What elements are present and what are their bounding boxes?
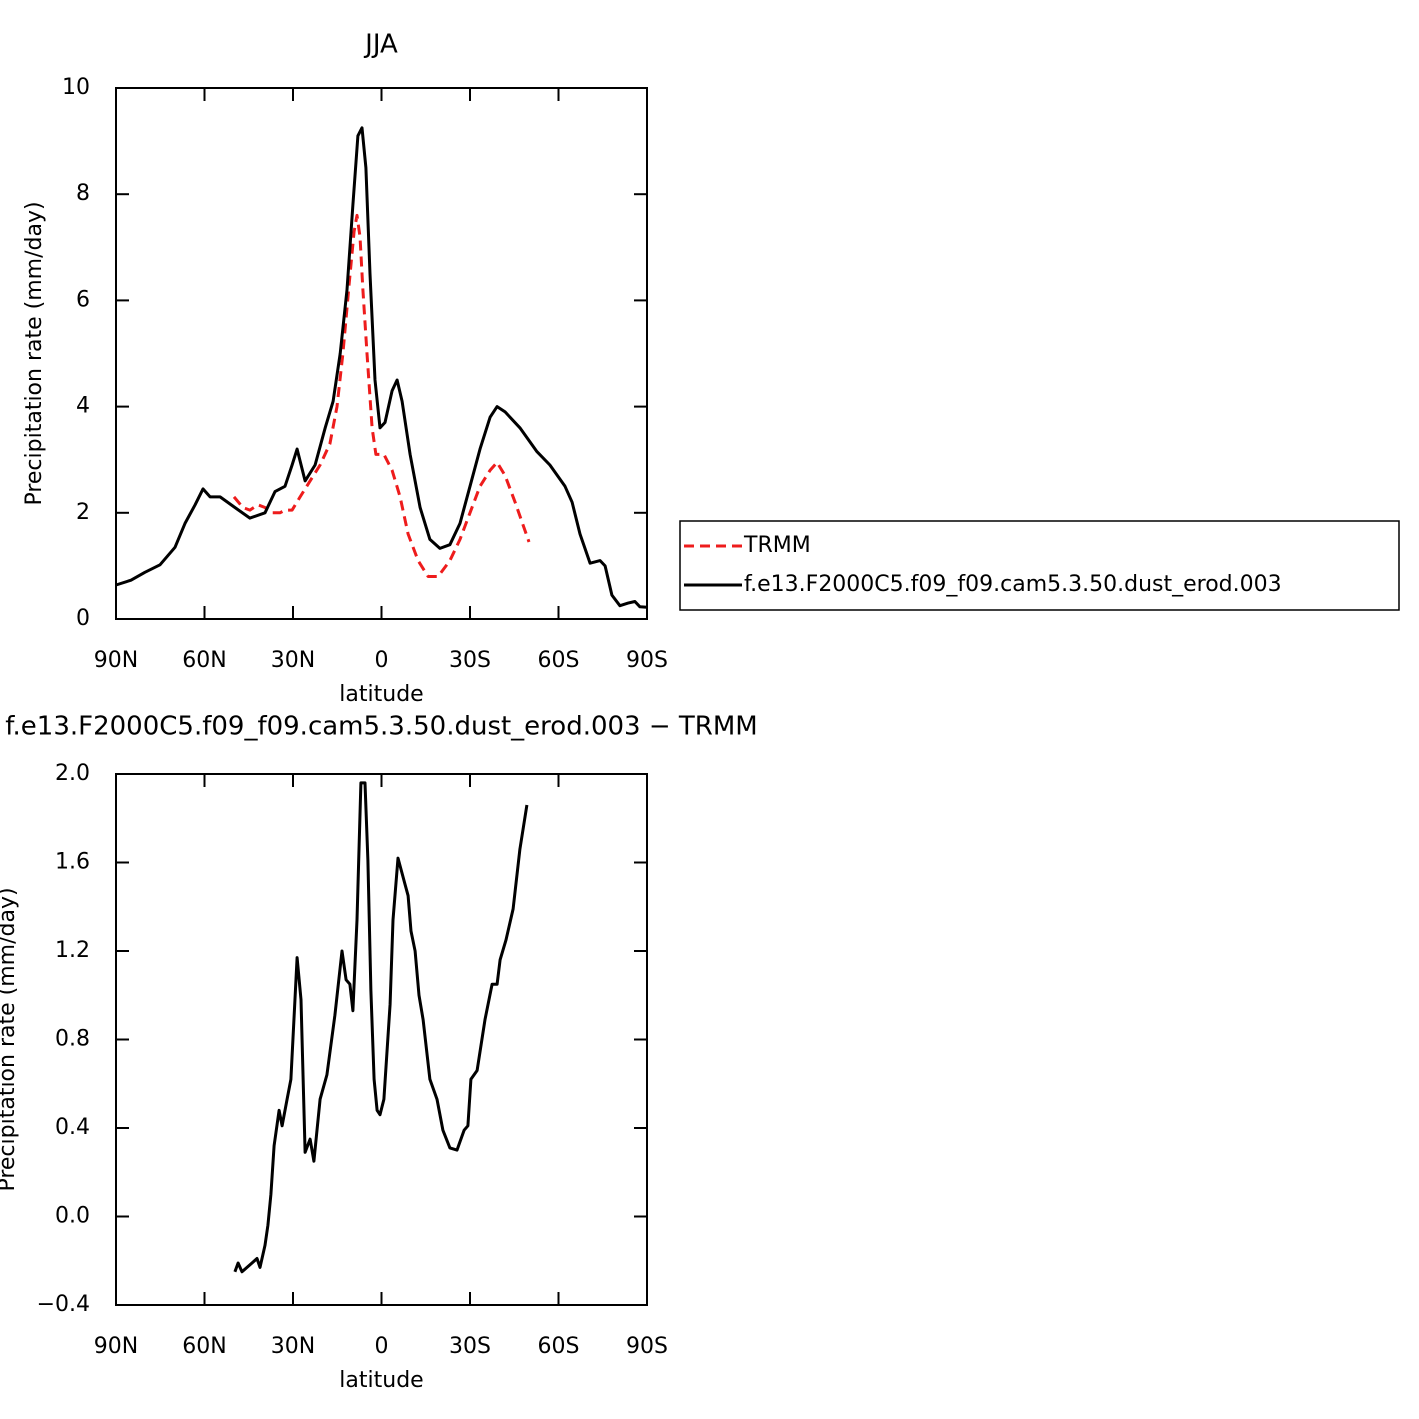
x-tick-label: 90N	[94, 648, 138, 673]
x-tick-label: 30S	[449, 1334, 491, 1359]
y-tick-label: 4	[76, 394, 90, 419]
legend-label: f.e13.F2000C5.f09_f09.cam5.3.50.dust_ero…	[744, 572, 1282, 597]
x-axis-label: latitude	[339, 1368, 423, 1393]
x-tick-label: 90S	[626, 648, 668, 673]
x-tick-label: 0	[375, 648, 389, 673]
y-tick-label: 10	[62, 75, 90, 100]
chart-title: f.e13.F2000C5.f09_f09.cam5.3.50.dust_ero…	[5, 712, 757, 742]
x-tick-label: 0	[375, 1334, 389, 1359]
legend-label: TRMM	[743, 533, 811, 558]
y-tick-label: 2	[76, 500, 90, 525]
x-tick-label: 60S	[538, 1334, 580, 1359]
y-tick-label: 8	[76, 181, 90, 206]
data-line	[115, 126, 648, 609]
y-tick-label: 1.2	[55, 938, 90, 963]
y-axis-label: Precipitation rate (mm/day)	[0, 887, 20, 1191]
y-axis-label: Precipitation rate (mm/day)	[22, 201, 47, 505]
x-tick-label: 60N	[182, 1334, 226, 1359]
y-tick-label: 0.4	[55, 1115, 90, 1140]
x-tick-label: 30N	[271, 1334, 315, 1359]
x-tick-label: 30S	[449, 648, 491, 673]
x-tick-label: 90N	[94, 1334, 138, 1359]
x-tick-label: 60N	[182, 648, 226, 673]
y-tick-label: 0.8	[55, 1027, 90, 1052]
plot-frame	[115, 87, 648, 620]
x-axis-label: latitude	[339, 682, 423, 707]
data-line	[233, 781, 529, 1274]
y-tick-label: 0.0	[55, 1204, 90, 1229]
y-tick-label: −0.4	[37, 1292, 90, 1317]
plot-frame	[115, 773, 648, 1306]
legend-box	[679, 520, 1400, 611]
x-tick-label: 60S	[538, 648, 580, 673]
y-tick-label: 1.6	[55, 850, 90, 875]
x-tick-label: 90S	[626, 1334, 668, 1359]
data-line	[232, 213, 531, 578]
x-tick-label: 30N	[271, 648, 315, 673]
y-tick-label: 2.0	[55, 761, 90, 786]
y-tick-label: 0	[76, 606, 90, 631]
y-tick-label: 6	[76, 287, 90, 312]
chart-title: JJA	[363, 30, 398, 60]
